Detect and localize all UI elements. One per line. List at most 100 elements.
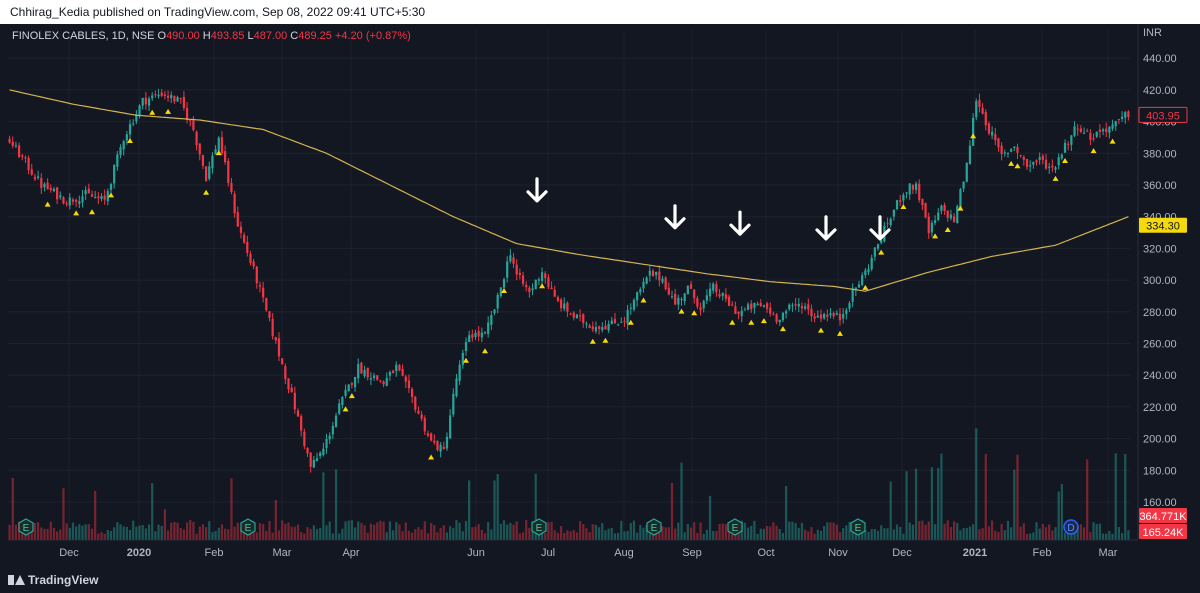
volume-bar [765,525,769,540]
candle-body [804,306,807,309]
candle-body [27,157,30,171]
volume-bar [90,528,94,540]
candle-body [8,138,11,143]
volume-bar [157,524,160,540]
volume-bar [1044,527,1048,540]
tradingview-logo[interactable]: TradingView [8,573,98,587]
close-value: 489.25 [298,30,332,42]
candle-body [651,270,655,277]
volume-bar [547,522,550,540]
candle-body [972,117,975,146]
volume-bar [940,453,943,540]
down-arrow-annotation[interactable] [869,215,891,241]
volume-bar [705,529,708,540]
down-arrow-annotation[interactable] [729,210,751,236]
candle-body [461,352,464,366]
candle-body [59,195,62,198]
volume-bar [702,533,705,540]
candle-body [430,433,433,441]
volume-bar [474,526,477,540]
volume-bar [978,529,981,540]
down-arrow-annotation[interactable] [664,204,686,230]
volume-bar [357,521,360,540]
candle-body [468,335,471,343]
candle-body [490,315,493,325]
volume-bar [315,529,319,540]
candle-body [1079,128,1082,132]
volume-bar [233,526,236,540]
earnings-marker-icon[interactable] [646,518,662,536]
candle-body [144,97,147,105]
earnings-marker-icon[interactable] [18,518,34,536]
volume-bar [363,525,366,540]
volume-bar [309,528,312,540]
dividend-marker-icon[interactable] [1063,519,1079,535]
candle-body [455,378,458,397]
earnings-marker-icon[interactable] [727,518,743,536]
volume-bar [994,530,997,540]
volume-bar [325,525,328,540]
volume-bar [401,531,404,540]
candle-body [670,296,674,298]
volume-bar [889,481,892,540]
volume-bar [287,522,290,540]
candle-body [452,393,455,415]
candle-body [135,114,138,122]
signal-triangle [88,209,95,215]
volume-bar [493,480,496,540]
volume-bar [575,532,579,540]
y-tick-label: 200.00 [1143,434,1177,446]
volume-bar [696,533,699,540]
candle-body [794,304,797,306]
earnings-marker-icon[interactable] [850,518,866,536]
candle-body [1098,129,1101,132]
earnings-marker-icon[interactable] [531,518,547,536]
volume-bar [1101,533,1105,540]
volume-bar [512,524,515,540]
down-arrow-annotation[interactable] [815,215,837,241]
candle-body [442,446,445,450]
signal-triangle [944,227,951,233]
volume-bar [1035,522,1038,540]
candle-body [376,375,379,380]
candle-body [411,389,414,398]
volume-bar [62,488,65,540]
signal-triangle [817,327,824,333]
tradingview-brand: TradingView [28,573,99,587]
candle-body [81,196,84,203]
candle-body [277,338,281,357]
candle-body [319,452,322,457]
volume-bar [566,530,569,540]
candle-body [464,341,468,351]
volume-bar [59,529,62,540]
volume-bar [965,527,968,540]
candle-body [547,277,550,288]
signal-triangle [691,310,698,316]
volume-bar [271,532,274,540]
earnings-marker-icon[interactable] [240,518,256,536]
candle-body [493,309,496,314]
candle-body [965,162,968,182]
candle-body [620,321,623,323]
volume-bar [122,526,125,540]
signal-triangle [729,319,736,325]
candle-body [404,376,407,382]
candle-body [458,364,461,381]
price-chart[interactable]: E E E E E E D 160.00 180.00 200.00 220.00 240.00 26… [0,24,1200,568]
signal-triangle [836,330,843,336]
down-arrow-annotation[interactable] [526,177,548,203]
volume-bar [1092,522,1095,540]
candle-body [262,287,265,298]
volume-bar [439,527,442,540]
volume-bar [189,520,192,540]
candle-body [534,279,537,290]
volume-bar [265,530,268,540]
x-tick-label: 2020 [127,547,151,559]
volume-bar [1089,532,1092,540]
candle-body [544,273,547,278]
candle-body [217,137,220,151]
volume-bar [737,527,740,540]
chart-area[interactable]: E E E E E E D 160.00 180.00 200.00 220.00 240.00 26… [0,24,1200,568]
volume-bar [227,529,230,540]
signal-triangle [428,454,435,460]
